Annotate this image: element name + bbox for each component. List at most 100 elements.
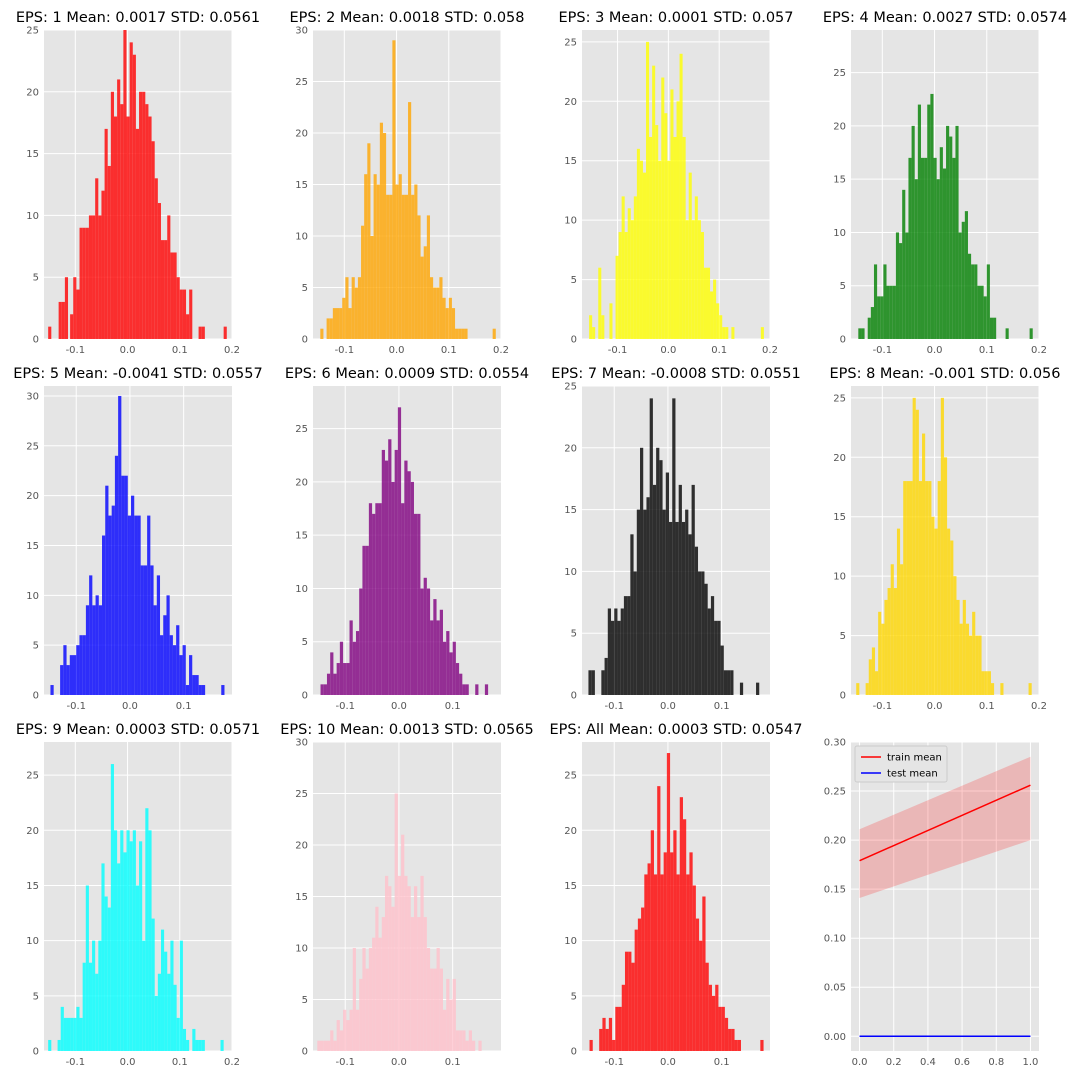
histogram-bar [386, 194, 390, 339]
histogram-bar [384, 460, 389, 695]
histogram-bar [362, 545, 366, 695]
histogram-bar [354, 287, 358, 339]
histogram-bar [602, 1017, 606, 1051]
histogram-bar [50, 685, 54, 695]
histogram-bars [50, 395, 225, 695]
x-tick-label: 0.2 [886, 1057, 902, 1068]
y-tick-label: 5 [33, 991, 39, 1002]
histogram-bar [107, 165, 111, 339]
histogram-bar [430, 620, 434, 695]
histogram-bar [82, 635, 86, 695]
x-tick-label: 0.0 [660, 701, 676, 712]
histogram-bars [588, 398, 760, 695]
histogram-bar [79, 227, 83, 339]
histogram-bar [92, 940, 96, 1051]
histogram-bar [704, 583, 708, 695]
histogram-bar [140, 565, 144, 695]
histogram-bar [698, 571, 702, 695]
histogram-bar [417, 513, 421, 695]
histogram-bar [884, 599, 888, 695]
x-tick-label: 0.0 [660, 345, 676, 356]
histogram-bar [983, 296, 987, 339]
histogram-bar [728, 1028, 732, 1051]
histogram-bar [69, 655, 74, 695]
histogram-bar [198, 1039, 202, 1051]
y-tick-label: 5 [571, 629, 577, 640]
histogram-bar [617, 620, 621, 695]
histogram-bar [436, 620, 440, 695]
histogram-bar [731, 1028, 735, 1051]
histogram-bar [623, 596, 628, 695]
histogram-bar [899, 243, 903, 339]
histogram-bar [624, 232, 628, 339]
x-tick-label: 0.2 [493, 345, 509, 356]
histogram-bar [373, 174, 377, 339]
histogram-bar [170, 252, 174, 339]
histogram-bar [640, 447, 644, 695]
histogram-bar [881, 623, 885, 695]
histogram-bar [455, 663, 460, 695]
y-tick-label: 0.05 [824, 983, 846, 994]
y-tick-label: 20 [564, 97, 577, 108]
x-tick-label: 0.1 [714, 1057, 730, 1068]
histogram-bar [355, 631, 360, 695]
subplot-6: -0.1 0.0 0.1 0 5 10 15 20 25 EPS: 6 Mean: 0.0009 … [285, 366, 529, 712]
histogram-bar [357, 277, 362, 339]
histogram-bar [335, 308, 340, 339]
histogram-bars [858, 93, 1033, 340]
histogram-bar [329, 318, 333, 339]
histogram-bar [411, 194, 415, 339]
histogram-bar [330, 1030, 334, 1051]
y-tick-label: 20 [295, 841, 308, 852]
histogram-bar [364, 174, 368, 339]
x-tick-label: 0.1 [172, 1057, 188, 1068]
histogram-bar [220, 1039, 224, 1051]
histogram-bar [644, 874, 648, 1051]
histogram-bar [195, 675, 199, 695]
histogram-bar [936, 179, 940, 339]
histogram-bar [909, 481, 913, 695]
histogram-bar [459, 1030, 463, 1051]
histogram-bar [713, 279, 717, 339]
histogram-bar [984, 671, 988, 695]
histogram-bar [715, 984, 719, 1051]
x-tick-label: 0.0 [927, 701, 943, 712]
y-tick-label: 25 [295, 424, 308, 435]
histogram-bar [61, 301, 65, 339]
histogram-bar [906, 481, 910, 695]
y-tick-label: 0 [571, 691, 577, 702]
histogram-bar [969, 635, 973, 695]
histogram-bar [950, 540, 954, 695]
histogram-bar [179, 289, 183, 339]
histogram-bar [176, 625, 180, 695]
histogram-bar [464, 328, 468, 339]
x-tick-label: 0.0 [389, 345, 405, 356]
histogram-bar [173, 252, 177, 339]
histogram-bar [426, 215, 430, 339]
y-tick-label: 0.15 [824, 885, 846, 896]
histogram-bar [708, 984, 712, 1051]
histogram-bar [164, 240, 168, 339]
x-tick-label: 0.2 [762, 345, 778, 356]
histogram-bar [349, 620, 353, 695]
histogram-bar [720, 645, 724, 695]
histogram-bar [192, 675, 196, 695]
y-tick-label: 20 [295, 477, 308, 488]
histogram-bar [601, 315, 605, 339]
x-tick-label: 0.0 [122, 701, 138, 712]
histogram-bar [430, 968, 434, 1051]
subplot-9: -0.1 0.0 0.1 0.2 0 5 10 15 20 25 EPS: 9 Mean: 0.00… [16, 722, 260, 1068]
histogram-bar [76, 645, 80, 695]
y-tick-label: 0 [302, 335, 308, 346]
subplot-12: train mean test mean 0.0 0.2 0.4 0.6 0.8 1.0 0.0… [824, 738, 1039, 1068]
y-tick-label: 5 [33, 641, 39, 652]
histogram-bar [82, 227, 86, 339]
histogram-bar [172, 645, 177, 695]
y-tick-label: 25 [833, 393, 846, 404]
y-tick-label: 25 [564, 382, 577, 393]
histogram-bar [627, 596, 631, 695]
histogram-bar [455, 1030, 460, 1051]
histogram-bar [63, 645, 67, 695]
x-tick-label: 0.0 [852, 1057, 868, 1068]
histogram-bar [710, 291, 714, 339]
